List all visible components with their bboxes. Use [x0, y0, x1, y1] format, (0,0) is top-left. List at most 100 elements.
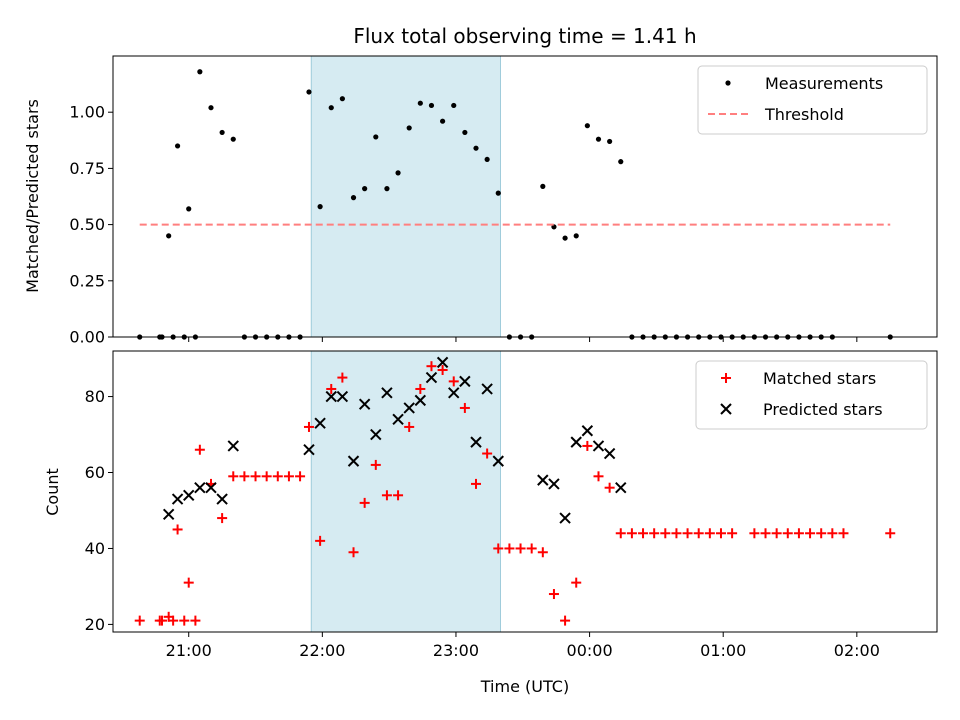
predicted-star-point: [370, 428, 382, 441]
measurement-point: [208, 105, 214, 111]
legend-label: Matched stars: [763, 369, 876, 388]
measurement-point: [306, 89, 312, 95]
predicted-star-point: [194, 481, 206, 494]
matched-star-point: [537, 547, 548, 558]
chart-title: Flux total observing time = 1.41 h: [353, 24, 696, 48]
measurement-point: [186, 206, 192, 212]
measurement-point: [584, 123, 590, 129]
top-shaded-region: [310, 55, 501, 338]
matched-star-point: [183, 577, 194, 588]
matched-star-point: [359, 497, 370, 508]
bottom-ylabel: Count: [43, 468, 62, 516]
matched-star-point: [239, 471, 250, 482]
matched-star-point: [704, 528, 715, 539]
bottom-ytick-label: 80: [85, 387, 105, 406]
predicted-star-point: [162, 508, 175, 520]
measurement-point: [362, 186, 368, 192]
predicted-star-point: [336, 390, 349, 403]
top-axes: 0.00 0.25 0.50 0.75 1.00 Measurements Threshol…: [69, 55, 938, 347]
xtick-label: 21:00: [166, 641, 212, 660]
matched-star-point: [638, 528, 649, 539]
matched-star-point: [250, 471, 261, 482]
measurement-point: [440, 118, 446, 124]
matched-star-point: [370, 459, 381, 470]
matched-star-point: [715, 528, 726, 539]
matched-star-point: [515, 543, 526, 554]
matched-star-point: [272, 471, 283, 482]
predicted-star-point: [227, 440, 239, 452]
matched-star-point: [426, 361, 437, 372]
matched-star-point: [194, 444, 205, 455]
top-ytick-label: 0.25: [69, 271, 105, 290]
predicted-star-point: [448, 387, 460, 399]
xtick-label: 23:00: [433, 641, 479, 660]
legend-measurements-marker: [725, 80, 731, 86]
predicted-star-point: [303, 444, 315, 456]
measurement-point: [395, 170, 401, 176]
matched-star-point: [805, 528, 816, 539]
matched-star-point: [437, 364, 448, 375]
predicted-star-point: [381, 387, 393, 399]
matched-star-point: [593, 471, 604, 482]
matched-star-point: [793, 528, 804, 539]
matched-star-point: [885, 528, 896, 539]
matched-star-point: [493, 543, 504, 554]
predicted-star-point: [392, 413, 404, 426]
predicted-star-point: [358, 398, 371, 410]
predicted-star-point: [615, 481, 627, 494]
matched-star-point: [771, 528, 782, 539]
matched-star-point: [179, 615, 190, 626]
measurement-point: [573, 233, 579, 239]
predicted-star-point: [559, 512, 571, 524]
predicted-star-point: [537, 474, 549, 486]
matched-star-point: [482, 448, 493, 459]
matched-star-point: [295, 471, 306, 482]
matched-star-point: [315, 535, 326, 546]
measurement-point: [428, 102, 435, 109]
matched-star-point: [749, 528, 760, 539]
top-ytick-label: 0.50: [69, 215, 105, 234]
matched-star-point: [134, 615, 145, 626]
predicted-star-point: [325, 390, 337, 403]
top-ytick-label: 1.00: [69, 103, 105, 122]
xtick-label: 00:00: [567, 641, 613, 660]
top-axes-frame: [112, 55, 938, 338]
measurement-point: [540, 183, 546, 189]
matched-star-point: [163, 611, 174, 622]
measurement-point: [166, 233, 172, 239]
matched-star-point: [682, 528, 693, 539]
predicted-star-point: [347, 455, 360, 467]
bottom-ytick-label: 20: [85, 615, 105, 634]
matched-star-point: [727, 528, 738, 539]
matched-star-point: [760, 528, 771, 539]
legend-label: Threshold: [764, 105, 844, 124]
predicted-star-point: [459, 375, 471, 388]
matched-star-point: [448, 376, 459, 387]
measurement-point: [197, 69, 203, 75]
matched-star-point: [626, 528, 637, 539]
matched-star-point: [548, 589, 559, 600]
matched-star-point: [172, 524, 183, 535]
matched-star-point: [838, 528, 849, 539]
predicted-star-point: [492, 455, 504, 467]
predicted-star-point: [314, 417, 326, 429]
predicted-star-point: [436, 356, 449, 369]
matched-star-point: [504, 543, 515, 554]
matched-star-point: [604, 482, 615, 493]
bottom-axes-frame: [112, 350, 938, 633]
matched-star-point: [393, 490, 404, 501]
matched-star-point: [615, 528, 626, 539]
top-legend: [697, 65, 928, 135]
matched-star-point: [190, 615, 201, 626]
measurement-point: [595, 136, 602, 142]
matched-star-point: [827, 528, 838, 539]
top-ytick-label: 0.75: [69, 159, 105, 178]
matched-star-point: [228, 471, 239, 482]
matched-star-point: [459, 402, 470, 413]
bottom-xlabel: Time (UTC): [480, 677, 569, 696]
legend-matched-marker: [721, 373, 731, 383]
matched-star-point: [381, 490, 392, 501]
matched-star-point: [816, 528, 827, 539]
predicted-star-point: [592, 440, 605, 452]
matched-star-point: [261, 471, 272, 482]
